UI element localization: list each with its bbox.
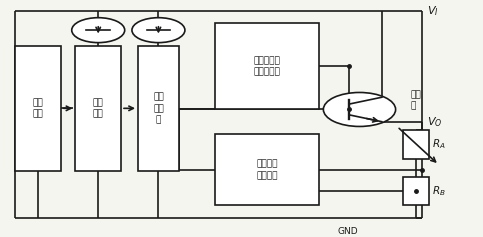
Bar bbox=[75, 46, 121, 171]
Bar bbox=[215, 23, 319, 109]
Circle shape bbox=[72, 18, 125, 43]
Bar bbox=[138, 46, 179, 171]
Text: $V_{I}$: $V_{I}$ bbox=[427, 4, 439, 18]
Bar bbox=[215, 134, 319, 205]
Text: 误差
放大
器: 误差 放大 器 bbox=[153, 92, 164, 125]
Text: 调整管安全
工作区保护: 调整管安全 工作区保护 bbox=[254, 56, 280, 77]
Bar bbox=[15, 46, 61, 171]
Text: 启动
电路: 启动 电路 bbox=[33, 98, 43, 119]
Text: GND: GND bbox=[337, 227, 358, 236]
Bar bbox=[403, 178, 429, 205]
Text: $R_{B}$: $R_{B}$ bbox=[432, 184, 445, 198]
Text: 过流保护
过热保护: 过流保护 过热保护 bbox=[256, 159, 278, 180]
Circle shape bbox=[132, 18, 185, 43]
Bar bbox=[403, 130, 429, 159]
Text: $V_{O}$: $V_{O}$ bbox=[427, 115, 442, 129]
Text: 基准
电路: 基准 电路 bbox=[93, 98, 103, 119]
Text: $R_{A}$: $R_{A}$ bbox=[432, 138, 445, 151]
Circle shape bbox=[324, 92, 396, 127]
Text: 调整
管: 调整 管 bbox=[410, 90, 421, 111]
